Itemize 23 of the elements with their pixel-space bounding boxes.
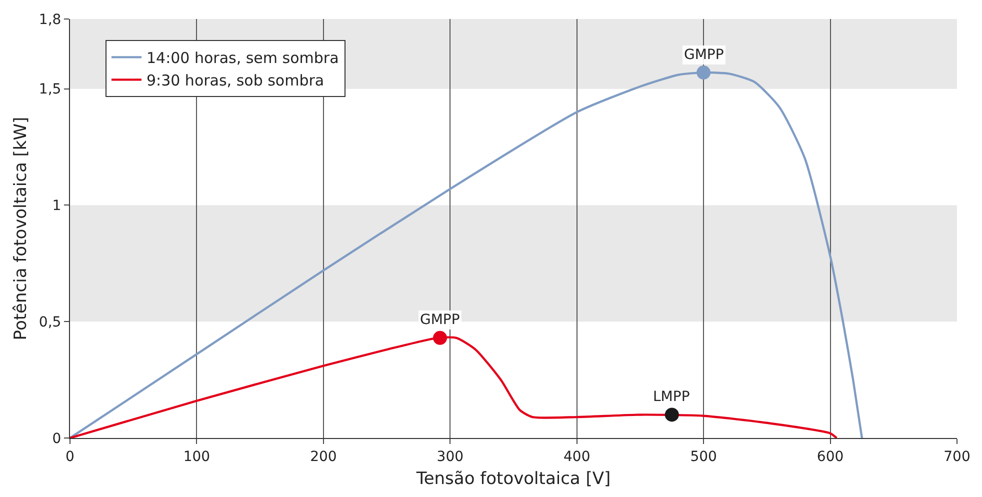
legend-label: 9:30 horas, sob sombra (146, 72, 324, 90)
y-tick-label: 0,5 (38, 314, 62, 331)
x-axis-title: Tensão fotovoltaica [V] (415, 469, 611, 490)
y-tick-label: 1,8 (38, 12, 62, 28)
y-tick-label: 1 (52, 198, 62, 214)
x-tick-label: 200 (310, 448, 337, 465)
x-tick-label: 600 (816, 448, 844, 465)
annotation: LMPP (653, 389, 690, 405)
point (696, 66, 711, 80)
x-tick-label: 100 (183, 448, 210, 465)
legend-label: 14:00 horas, sem sombra (146, 49, 339, 68)
annotation: GMPP (420, 312, 460, 328)
x-tick-label: 400 (563, 448, 590, 465)
y-axis-title: Potência fotovoltaica [kW] (11, 116, 31, 340)
y-tick-label: 0 (52, 430, 62, 447)
x-tick-label: 700 (944, 448, 970, 465)
annotation: GMPP (684, 47, 724, 63)
x-tick-label: 500 (690, 448, 717, 465)
x-tick-label: 300 (436, 448, 464, 465)
y-tick-label: 1,5 (38, 82, 62, 98)
x-tick-label: 0 (66, 448, 74, 465)
point (433, 330, 448, 345)
point (664, 408, 679, 422)
